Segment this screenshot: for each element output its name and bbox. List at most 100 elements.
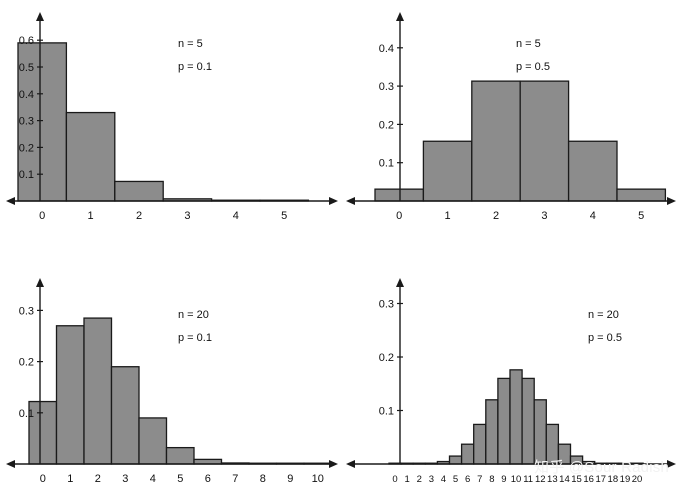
bar-2	[83, 317, 113, 465]
x-tick-label: 1	[405, 474, 410, 485]
y-tick-label: 0.6	[19, 35, 34, 47]
y-tick-label: 0.3	[379, 81, 394, 93]
bar-1	[422, 140, 473, 202]
x-tick-label: 5	[177, 473, 183, 485]
x-tick-label: 1	[88, 210, 94, 222]
y-axis-arrow	[396, 278, 404, 287]
x-tick-label: 3	[429, 474, 434, 485]
x-tick-label: 5	[453, 474, 458, 485]
y-tick-label: 0.3	[19, 116, 34, 128]
x-tick-label: 2	[95, 473, 101, 485]
watermark-text: 知乎 @Sour Radish	[534, 459, 669, 476]
chart-panel-n5-p01: n = 5 p = 0.1 0.1 0.2 0.3 0.4 0.5 0.6 0 1 2 3 4 5	[6, 12, 338, 222]
x-axis-right-arrow	[329, 460, 338, 468]
bar-1	[55, 325, 85, 465]
bar-5	[165, 446, 195, 465]
y-axis-arrow	[36, 12, 44, 21]
x-tick-label: 19	[620, 474, 631, 485]
bar-3	[110, 366, 140, 465]
x-tick-label: 0	[40, 473, 46, 485]
x-axis-right-arrow	[329, 197, 338, 205]
x-tick-label: 13	[547, 474, 558, 485]
n-label: n = 20	[588, 309, 619, 321]
p-label: p = 0.5	[588, 332, 622, 344]
bar-2	[471, 80, 521, 202]
bar-1	[65, 111, 116, 202]
x-tick-label: 7	[477, 474, 482, 485]
x-tick-label: 7	[232, 473, 238, 485]
x-tick-label: 8	[489, 474, 494, 485]
x-axis-left-arrow	[6, 460, 15, 468]
x-tick-label: 1	[67, 473, 73, 485]
x-tick-label: 3	[541, 210, 547, 222]
y-tick-label: 0.1	[19, 169, 34, 181]
x-axis-left-arrow	[6, 197, 15, 205]
x-tick-label: 20	[632, 474, 643, 485]
y-tick-label: 0.4	[379, 43, 394, 55]
x-axis-left-arrow	[346, 460, 355, 468]
y-tick-label: 0.4	[19, 89, 34, 101]
y-tick-label: 0.5	[19, 62, 34, 74]
y-tick-label: 0.1	[19, 408, 34, 420]
bar-2	[114, 180, 164, 202]
n-label: n = 5	[516, 38, 541, 50]
n-label: n = 5	[178, 38, 203, 50]
bar-5	[448, 455, 463, 465]
bar-5	[616, 188, 667, 202]
x-tick-label: 11	[523, 474, 533, 485]
bar-0	[374, 188, 425, 202]
bar-4	[138, 417, 168, 465]
p-label: p = 0.1	[178, 61, 212, 73]
x-tick-label: 18	[608, 474, 619, 485]
x-tick-label: 10	[312, 473, 324, 485]
x-tick-label: 3	[184, 210, 190, 222]
x-tick-label: 4	[150, 473, 156, 485]
bar-0	[28, 400, 58, 465]
x-tick-label: 5	[281, 210, 287, 222]
x-tick-label: 14	[559, 474, 570, 485]
x-axis-right-arrow	[667, 197, 676, 205]
chart-panel-n20-p01: n = 20 p = 0.1 0.1 0.2 0.3 0 1 2 3 4 5 6 7 8 9 10	[6, 278, 338, 485]
x-tick-label: 8	[260, 473, 266, 485]
y-tick-label: 0.2	[379, 119, 394, 131]
x-tick-label: 2	[136, 210, 142, 222]
n-label: n = 20	[178, 309, 209, 321]
y-tick-label: 0.3	[19, 305, 34, 317]
p-label: p = 0.5	[516, 61, 550, 73]
bar-9	[497, 377, 511, 465]
x-tick-label: 9	[501, 474, 506, 485]
y-tick-label: 0.2	[19, 357, 34, 369]
x-tick-label: 5	[638, 210, 644, 222]
x-tick-label: 12	[535, 474, 546, 485]
bar-3	[519, 80, 570, 202]
x-tick-label: 3	[122, 473, 128, 485]
x-tick-label: 6	[465, 474, 470, 485]
x-tick-label: 10	[511, 474, 522, 485]
x-tick-label: 16	[583, 474, 594, 485]
x-tick-label: 1	[445, 210, 451, 222]
y-tick-label: 0.3	[379, 299, 394, 311]
x-tick-label: 4	[590, 210, 596, 222]
bar-4	[567, 140, 618, 202]
chart-panel-n5-p05: n = 5 p = 0.5 0.1 0.2 0.3 0.4 0 1 2 3 4 5	[346, 12, 676, 222]
bar-12	[533, 399, 547, 465]
x-tick-label: 4	[441, 474, 446, 485]
x-tick-label: 0	[392, 474, 397, 485]
chart-panel-n20-p05: n = 20 p = 0.5 0.10.20.30 1 2 3 4 5 6 7 8 9 10 11 12…	[346, 278, 676, 485]
y-tick-label: 0.2	[379, 352, 394, 364]
bar-8	[485, 399, 499, 465]
x-tick-label: 2	[493, 210, 499, 222]
x-tick-label: 0	[39, 210, 45, 222]
bar-10	[509, 369, 523, 465]
y-tick-label: 0.1	[379, 158, 394, 170]
x-axis-left-arrow	[346, 197, 355, 205]
x-tick-label: 15	[571, 474, 582, 485]
bar-7	[473, 423, 487, 465]
bar-6	[460, 443, 475, 465]
x-tick-label: 2	[417, 474, 422, 485]
x-tick-label: 9	[287, 473, 293, 485]
x-tick-label: 17	[595, 474, 606, 485]
y-axis-arrow	[36, 278, 44, 287]
bar-11	[521, 377, 535, 465]
